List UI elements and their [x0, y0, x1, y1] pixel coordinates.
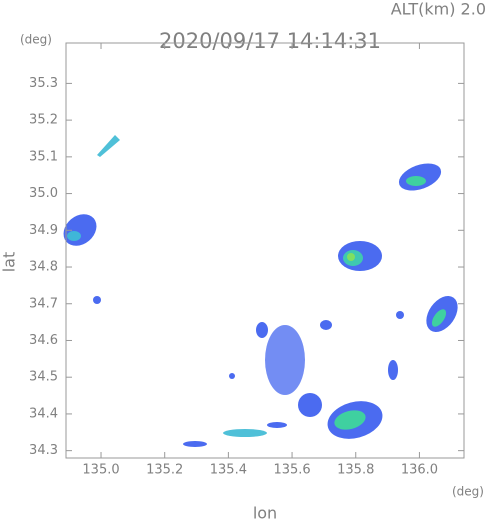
x-tick-label: 135.6: [273, 463, 310, 478]
echo: [97, 135, 120, 157]
echo: [229, 373, 235, 379]
y-tick-label: 34.4: [29, 406, 58, 421]
x-tick-label: 136.0: [401, 463, 438, 478]
y-axis-label: lat: [0, 252, 19, 273]
x-axis-label: lon: [253, 504, 277, 521]
echo: [431, 309, 447, 327]
y-tick-label: 35.2: [29, 113, 58, 128]
radar-echoes: [63, 135, 458, 447]
echo: [223, 429, 267, 437]
echo: [183, 441, 207, 447]
echo: [265, 325, 305, 395]
x-tick-label: 135.8: [337, 463, 374, 478]
echo: [93, 296, 101, 304]
echo: [320, 320, 332, 330]
plot-frame: [65, 42, 465, 459]
echo: [406, 176, 426, 186]
echo: [396, 311, 404, 319]
echo: [388, 360, 398, 380]
echo: [267, 422, 287, 428]
x-unit: (deg): [452, 485, 484, 499]
echo: [334, 410, 366, 430]
echo: [67, 231, 81, 241]
y-tick-label: 34.5: [29, 370, 58, 385]
y-tick-label: 34.7: [29, 296, 58, 311]
y-tick-label: 35.1: [29, 149, 58, 164]
x-tick-label: 135.2: [146, 463, 183, 478]
y-tick-label: 34.6: [29, 333, 58, 348]
echo: [347, 253, 355, 261]
altitude-label: ALT(km) 2.0: [391, 0, 486, 19]
y-unit: (deg): [20, 33, 52, 47]
echo: [256, 322, 268, 338]
y-tick-label: 34.8: [29, 260, 58, 275]
x-tick-label: 135.4: [210, 463, 247, 478]
plot-title: 2020/09/17 14:14:31: [159, 29, 381, 53]
y-tick-label: 35.3: [29, 76, 58, 91]
echo: [63, 214, 97, 246]
x-tick-label: 135.0: [82, 463, 119, 478]
y-tick-label: 34.3: [29, 443, 58, 458]
y-tick-label: 34.9: [29, 223, 58, 238]
echo: [298, 393, 322, 417]
y-tick-label: 35.0: [29, 186, 58, 201]
